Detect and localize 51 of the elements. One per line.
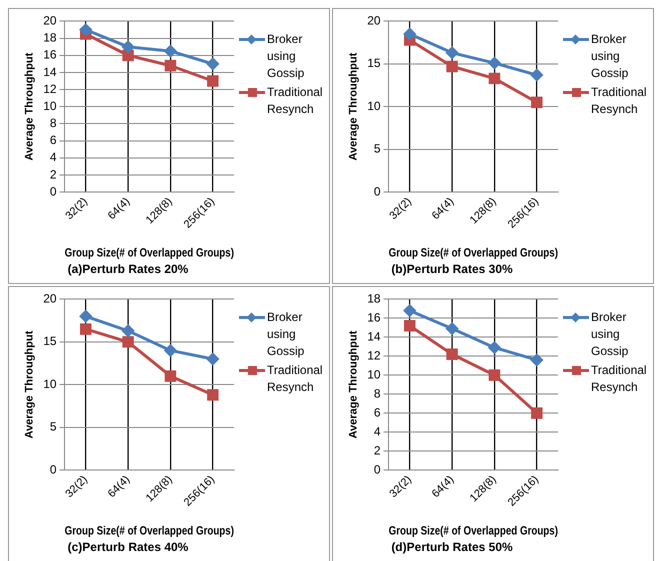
y-tick-label: 10	[43, 98, 57, 113]
text: (c)Perturb Rates 40%	[68, 540, 189, 554]
x-axis-title: Group Size(# of Overlapped Groups)	[64, 246, 234, 260]
legend-label: Broker using Gossip	[267, 31, 306, 82]
y-tick-label: 10	[367, 98, 381, 113]
y-tick-label: 14	[367, 329, 381, 344]
y-axis-title: Average Throughput	[348, 330, 360, 439]
y-tick-label: 20	[43, 14, 57, 28]
y-tick-label: 2	[374, 443, 381, 458]
legend-label: Broker using Gossip	[591, 31, 630, 82]
y-tick-label: 16	[43, 48, 57, 62]
text: (b)Perturb Rates 30%	[391, 262, 514, 276]
y-tick-label: 16	[367, 310, 381, 324]
x-axis-title: Group Size(# of Overlapped Groups)	[64, 524, 234, 538]
y-tick-label: 12	[367, 348, 381, 362]
x-axis-title: Group Size(# of Overlapped Groups)	[388, 246, 558, 260]
y-tick-label: 6	[50, 133, 57, 148]
y-axis-title: Average Throughput	[348, 52, 360, 161]
legend-label: Broker using Gossip	[591, 309, 630, 360]
y-tick-label: 10	[43, 376, 57, 391]
y-tick-label: 12	[43, 82, 57, 96]
y-tick-label: 10	[367, 367, 381, 382]
y-tick-label: 5	[374, 142, 381, 156]
y-axis-title: Average Throughput	[24, 330, 36, 439]
y-tick-label: 6	[374, 405, 381, 420]
legend-label: Broker using Gossip	[267, 309, 306, 360]
y-tick-label: 18	[43, 30, 57, 45]
y-tick-label: 20	[367, 14, 381, 28]
y-tick-label: 15	[43, 334, 57, 348]
y-tick-label: 0	[50, 462, 57, 476]
legend-label: Traditional Resynch	[267, 362, 324, 396]
y-tick-label: 20	[43, 292, 57, 306]
text: (d)Perturb Rates 50%	[391, 540, 514, 554]
y-tick-label: 14	[43, 64, 57, 79]
y-tick-label: 0	[50, 184, 57, 198]
text: (a)Perturb Rates 20%	[68, 262, 189, 276]
y-tick-label: 2	[50, 167, 57, 182]
y-tick-label: 8	[50, 116, 57, 130]
legend-label: Traditional Resynch	[267, 84, 324, 118]
y-tick-label: 15	[367, 56, 381, 70]
x-axis-title: Group Size(# of Overlapped Groups)	[388, 524, 558, 538]
y-axis-title: Average Throughput	[24, 52, 36, 161]
legend-label: Traditional Resynch	[591, 362, 648, 396]
y-tick-label: 8	[374, 386, 381, 400]
y-tick-label: 4	[50, 150, 57, 164]
y-tick-label: 0	[374, 462, 381, 476]
y-tick-label: 18	[367, 292, 381, 306]
legend-label: Traditional Resynch	[591, 84, 648, 118]
y-tick-label: 4	[374, 424, 381, 438]
y-tick-label: 5	[50, 420, 57, 434]
y-tick-label: 0	[374, 184, 381, 198]
